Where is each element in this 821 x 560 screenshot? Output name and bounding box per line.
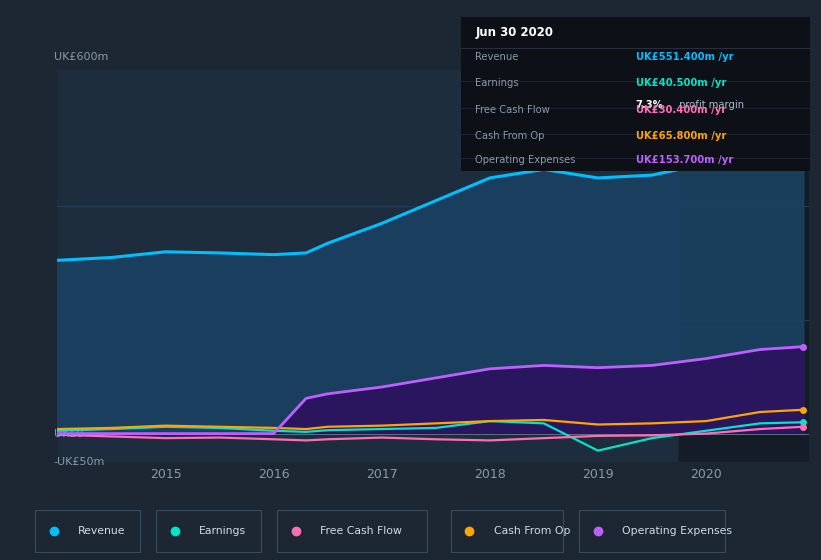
Text: profit margin: profit margin <box>676 100 744 110</box>
Text: Revenue: Revenue <box>78 526 126 535</box>
Text: UK£30.400m /yr: UK£30.400m /yr <box>636 105 726 115</box>
Text: UK£153.700m /yr: UK£153.700m /yr <box>636 156 733 165</box>
Bar <box>679 70 814 462</box>
Text: -UK£50m: -UK£50m <box>53 457 105 467</box>
Text: UK£0: UK£0 <box>53 428 83 438</box>
Text: Cash From Op: Cash From Op <box>493 526 570 535</box>
Text: Earnings: Earnings <box>199 526 246 535</box>
Text: UK£40.500m /yr: UK£40.500m /yr <box>636 78 727 88</box>
Text: UK£600m: UK£600m <box>53 52 108 62</box>
Text: Free Cash Flow: Free Cash Flow <box>475 105 550 115</box>
Text: 7.3%: 7.3% <box>636 100 663 110</box>
Text: Operating Expenses: Operating Expenses <box>622 526 732 535</box>
Text: Cash From Op: Cash From Op <box>475 131 545 141</box>
Text: UK£551.400m /yr: UK£551.400m /yr <box>636 52 733 62</box>
Text: Free Cash Flow: Free Cash Flow <box>320 526 401 535</box>
Text: Earnings: Earnings <box>475 78 519 88</box>
Text: Jun 30 2020: Jun 30 2020 <box>475 26 553 39</box>
Text: Revenue: Revenue <box>475 52 519 62</box>
Text: Operating Expenses: Operating Expenses <box>475 156 576 165</box>
Text: UK£65.800m /yr: UK£65.800m /yr <box>636 131 727 141</box>
